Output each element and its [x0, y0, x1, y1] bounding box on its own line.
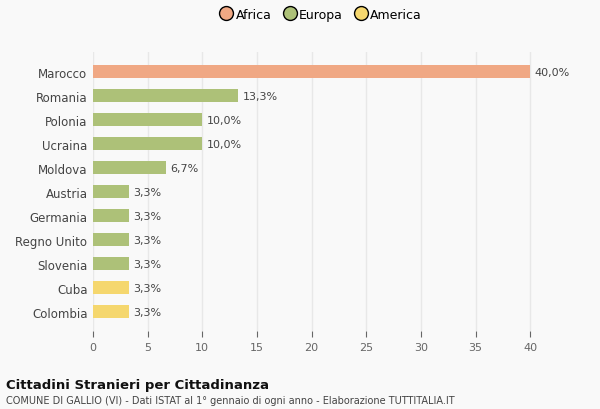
- Bar: [93, 66, 530, 79]
- Bar: [93, 258, 129, 271]
- Text: 3,3%: 3,3%: [133, 283, 161, 293]
- Text: 3,3%: 3,3%: [133, 187, 161, 197]
- Text: 13,3%: 13,3%: [243, 91, 278, 101]
- Bar: [93, 306, 129, 319]
- Text: 3,3%: 3,3%: [133, 235, 161, 245]
- Text: COMUNE DI GALLIO (VI) - Dati ISTAT al 1° gennaio di ogni anno - Elaborazione TUT: COMUNE DI GALLIO (VI) - Dati ISTAT al 1°…: [6, 396, 455, 405]
- Text: 40,0%: 40,0%: [535, 67, 570, 77]
- Text: 3,3%: 3,3%: [133, 259, 161, 269]
- Bar: [93, 138, 202, 151]
- Bar: [93, 234, 129, 247]
- Bar: [93, 281, 129, 294]
- Text: 3,3%: 3,3%: [133, 307, 161, 317]
- Bar: [93, 90, 238, 103]
- Text: Cittadini Stranieri per Cittadinanza: Cittadini Stranieri per Cittadinanza: [6, 378, 269, 391]
- Bar: [93, 162, 166, 175]
- Bar: [93, 114, 202, 127]
- Legend: Africa, Europa, America: Africa, Europa, America: [223, 9, 422, 22]
- Text: 6,7%: 6,7%: [170, 163, 199, 173]
- Text: 10,0%: 10,0%: [206, 115, 242, 125]
- Text: 10,0%: 10,0%: [206, 139, 242, 149]
- Text: 3,3%: 3,3%: [133, 211, 161, 221]
- Bar: [93, 186, 129, 199]
- Bar: [93, 209, 129, 223]
